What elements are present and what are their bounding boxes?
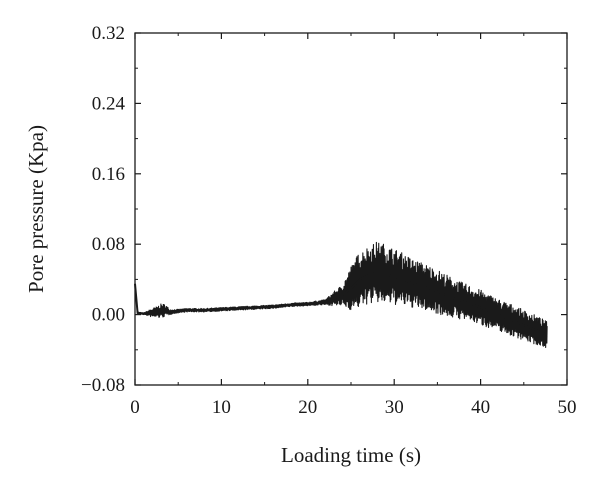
y-tick-label: 0.08 xyxy=(92,234,125,255)
series-mean-line xyxy=(134,271,548,336)
y-tick-label: −0.08 xyxy=(81,375,125,396)
plot-frame xyxy=(134,32,568,386)
x-tick-label: 20 xyxy=(298,397,317,418)
x-tick-label: 30 xyxy=(385,397,404,418)
y-axis-label: Pore pressure (Kpa) xyxy=(24,125,48,293)
y-tick-label: 0.32 xyxy=(92,23,125,44)
y-axis: −0.08 0.00 0.08 0.16 0.24 0.32 xyxy=(81,23,567,396)
x-tick-label: 40 xyxy=(471,397,490,418)
x-axis: 0 10 20 30 40 50 xyxy=(130,33,577,418)
x-axis-label: Loading time (s) xyxy=(281,443,421,467)
x-tick-label: 0 xyxy=(130,397,140,418)
y-tick-label: 0.00 xyxy=(92,305,125,326)
y-tick-label: 0.24 xyxy=(92,93,126,114)
series-layer xyxy=(134,241,548,349)
x-tick-label: 50 xyxy=(558,397,577,418)
y-tick-label: 0.16 xyxy=(92,164,125,185)
x-tick-label: 10 xyxy=(212,397,231,418)
